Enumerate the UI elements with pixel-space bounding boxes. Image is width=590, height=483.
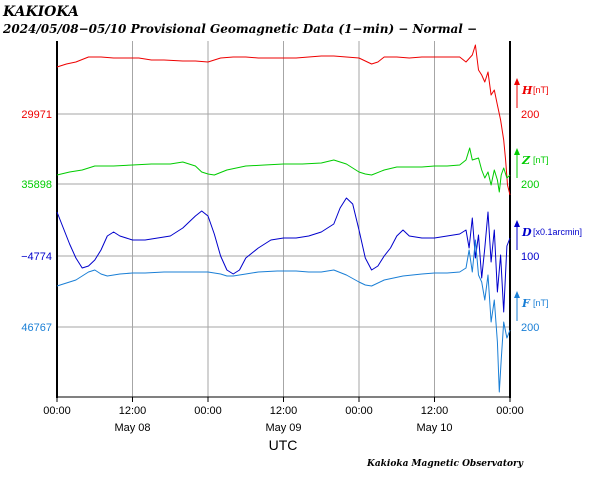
scale-arrowhead-d bbox=[514, 220, 520, 227]
x-tick-label: 00:00 bbox=[43, 405, 71, 417]
station-title: KAKIOKA bbox=[2, 4, 79, 20]
series-layer bbox=[56, 44, 511, 393]
component-unit-h: [nT] bbox=[533, 85, 549, 95]
x-date-label: May 09 bbox=[265, 422, 301, 434]
baseline-label-d: −4774 bbox=[21, 251, 52, 263]
scale-arrowhead-f bbox=[514, 291, 520, 298]
x-tick-label: 12:00 bbox=[119, 405, 147, 417]
component-unit-z: [nT] bbox=[533, 155, 549, 165]
x-tick-label: 00:00 bbox=[496, 405, 524, 417]
scale-value-d: 100 bbox=[521, 251, 539, 263]
baseline-labels: 29971 35898 −4774 46767 bbox=[21, 109, 52, 334]
scale-arrowhead-h bbox=[514, 78, 520, 85]
baseline-label-h: 29971 bbox=[21, 109, 52, 121]
x-axis-title: UTC bbox=[269, 437, 298, 453]
x-tick-label: 12:00 bbox=[421, 405, 449, 417]
scale-value-z: 200 bbox=[521, 179, 539, 191]
observatory-credit: Kakioka Magnetic Observatory bbox=[366, 459, 524, 469]
component-symbol-d: D bbox=[521, 226, 532, 239]
baseline-label-z: 35898 bbox=[21, 179, 52, 191]
grid bbox=[57, 41, 510, 397]
series-line-h bbox=[56, 44, 511, 196]
component-symbol-z: Z bbox=[521, 154, 531, 167]
scale-value-h: 200 bbox=[521, 109, 539, 121]
series-line-d bbox=[56, 197, 511, 313]
x-tick-label: 12:00 bbox=[270, 405, 298, 417]
series-line-f bbox=[56, 239, 511, 393]
x-tick-label: 00:00 bbox=[194, 405, 222, 417]
component-symbol-f: F bbox=[521, 297, 531, 310]
scale-arrowhead-z bbox=[514, 148, 520, 155]
baseline-label-f: 46767 bbox=[21, 322, 52, 334]
component-symbol-h: H bbox=[521, 84, 533, 97]
chart-subtitle: 2024/05/08−05/10 Provisional Geomagnetic… bbox=[2, 22, 477, 36]
component-unit-f: [nT] bbox=[533, 298, 549, 308]
x-date-label: May 10 bbox=[416, 422, 452, 434]
x-tick-label: 00:00 bbox=[345, 405, 373, 417]
component-unit-d: [x0.1arcmin] bbox=[533, 227, 582, 237]
series-line-z bbox=[56, 147, 511, 193]
x-axis: 00:00 12:00 00:00 12:00 00:00 12:00 00:00 May 0… bbox=[43, 397, 524, 434]
scale-value-f: 200 bbox=[521, 322, 539, 334]
x-date-label: May 08 bbox=[114, 422, 150, 434]
